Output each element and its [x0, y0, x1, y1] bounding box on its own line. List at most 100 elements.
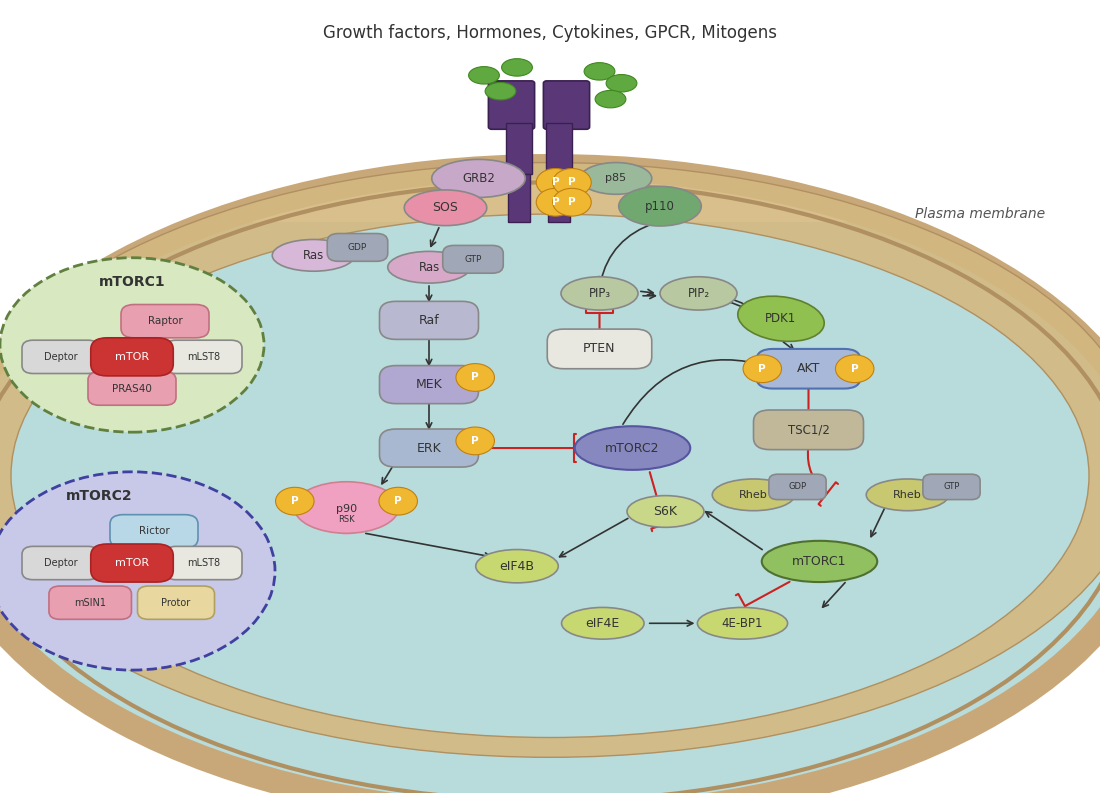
- Ellipse shape: [552, 168, 592, 197]
- Text: P: P: [395, 496, 402, 506]
- Text: Ras: Ras: [418, 261, 440, 274]
- Ellipse shape: [713, 479, 795, 511]
- Ellipse shape: [867, 479, 948, 511]
- Ellipse shape: [455, 363, 495, 391]
- Text: mTORC1: mTORC1: [99, 274, 165, 289]
- Text: GTP: GTP: [464, 255, 482, 264]
- Text: mLST8: mLST8: [187, 558, 220, 568]
- Text: PRAS40: PRAS40: [112, 384, 152, 393]
- FancyBboxPatch shape: [121, 305, 209, 338]
- Text: Growth factors, Hormones, Cytokines, GPCR, Mitogens: Growth factors, Hormones, Cytokines, GPC…: [323, 24, 777, 42]
- Ellipse shape: [0, 163, 1100, 757]
- Ellipse shape: [378, 487, 418, 515]
- Ellipse shape: [697, 607, 788, 639]
- Text: mSIN1: mSIN1: [74, 598, 107, 607]
- FancyBboxPatch shape: [48, 586, 132, 619]
- Text: Deptor: Deptor: [44, 558, 77, 568]
- Text: p110: p110: [645, 200, 675, 213]
- Ellipse shape: [738, 296, 824, 342]
- Ellipse shape: [836, 354, 874, 382]
- FancyBboxPatch shape: [138, 586, 214, 619]
- Ellipse shape: [431, 159, 526, 197]
- Text: Rheb: Rheb: [893, 490, 922, 500]
- FancyBboxPatch shape: [328, 233, 387, 262]
- Ellipse shape: [295, 482, 398, 534]
- Ellipse shape: [300, 504, 339, 526]
- Text: mTOR: mTOR: [114, 352, 150, 362]
- FancyBboxPatch shape: [769, 474, 826, 500]
- FancyBboxPatch shape: [379, 301, 478, 339]
- Text: p90: p90: [336, 504, 358, 514]
- FancyBboxPatch shape: [165, 340, 242, 374]
- Ellipse shape: [475, 550, 558, 583]
- Ellipse shape: [660, 277, 737, 310]
- Ellipse shape: [606, 75, 637, 92]
- Text: eIF4B: eIF4B: [499, 560, 535, 573]
- Text: Rictor: Rictor: [139, 527, 169, 536]
- Text: S6K: S6K: [653, 505, 678, 518]
- Bar: [0, 0, 1100, 222]
- Text: GDP: GDP: [789, 482, 806, 492]
- Text: P: P: [569, 178, 575, 187]
- Bar: [548, 174, 570, 222]
- Ellipse shape: [275, 487, 315, 515]
- Ellipse shape: [618, 186, 702, 226]
- FancyBboxPatch shape: [754, 410, 864, 450]
- Text: Protor: Protor: [162, 598, 190, 607]
- Ellipse shape: [502, 59, 532, 76]
- FancyBboxPatch shape: [22, 546, 99, 580]
- Text: P: P: [569, 197, 575, 207]
- Ellipse shape: [0, 258, 264, 432]
- Text: P: P: [851, 364, 858, 374]
- Ellipse shape: [455, 427, 495, 455]
- Text: P: P: [472, 373, 478, 382]
- FancyBboxPatch shape: [22, 340, 99, 374]
- Text: mTOR: mTOR: [114, 558, 150, 568]
- Bar: [546, 123, 572, 174]
- FancyBboxPatch shape: [110, 515, 198, 548]
- Text: GDP: GDP: [348, 243, 367, 252]
- FancyBboxPatch shape: [90, 544, 173, 582]
- Ellipse shape: [11, 214, 1089, 737]
- FancyBboxPatch shape: [923, 474, 980, 500]
- FancyBboxPatch shape: [90, 338, 173, 376]
- Text: PIP₂: PIP₂: [688, 287, 710, 300]
- Ellipse shape: [595, 90, 626, 108]
- Ellipse shape: [552, 188, 592, 216]
- Text: AKT: AKT: [796, 362, 821, 375]
- FancyBboxPatch shape: [88, 372, 176, 405]
- Ellipse shape: [328, 482, 365, 504]
- Ellipse shape: [354, 504, 393, 526]
- Text: mLST8: mLST8: [187, 352, 220, 362]
- FancyBboxPatch shape: [379, 429, 478, 467]
- Ellipse shape: [562, 607, 645, 639]
- Text: TSC1/2: TSC1/2: [788, 423, 829, 436]
- Text: GRB2: GRB2: [462, 172, 495, 185]
- Text: p85: p85: [605, 174, 627, 183]
- Ellipse shape: [405, 190, 487, 225]
- Text: P: P: [552, 197, 559, 207]
- Ellipse shape: [297, 488, 336, 511]
- Bar: [506, 123, 532, 174]
- Ellipse shape: [273, 239, 354, 271]
- Ellipse shape: [537, 188, 574, 216]
- Text: mTORC2: mTORC2: [66, 488, 132, 503]
- Text: RSK: RSK: [338, 515, 355, 524]
- Ellipse shape: [627, 496, 704, 527]
- Ellipse shape: [537, 168, 574, 197]
- Text: P: P: [472, 436, 478, 446]
- Ellipse shape: [469, 67, 499, 84]
- Text: mTORC1: mTORC1: [792, 555, 847, 568]
- Text: ERK: ERK: [417, 442, 441, 454]
- Text: P: P: [552, 178, 559, 187]
- Text: P: P: [759, 364, 766, 374]
- Text: mTORC2: mTORC2: [605, 442, 660, 454]
- Text: 4E-BP1: 4E-BP1: [722, 617, 763, 630]
- Text: SOS: SOS: [432, 201, 459, 214]
- Ellipse shape: [744, 354, 781, 382]
- Ellipse shape: [328, 512, 365, 534]
- Text: Rheb: Rheb: [739, 490, 768, 500]
- FancyBboxPatch shape: [543, 81, 590, 129]
- Text: eIF4E: eIF4E: [585, 617, 620, 630]
- Text: Deptor: Deptor: [44, 352, 77, 362]
